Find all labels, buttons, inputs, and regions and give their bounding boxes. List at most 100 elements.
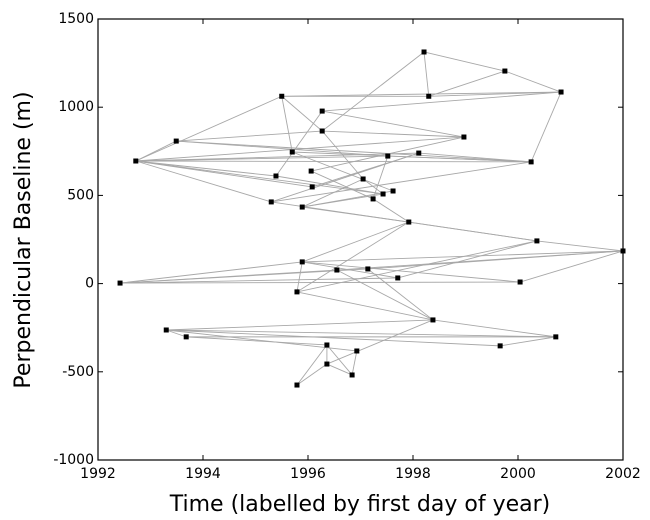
acquisition-point: [553, 334, 559, 340]
acquisition-point: [299, 259, 305, 265]
acquisition-point: [324, 342, 330, 348]
baseline-edge: [312, 152, 419, 188]
acquisition-point: [395, 275, 401, 281]
acquisition-point: [294, 289, 300, 295]
baseline-edge: [302, 193, 384, 208]
baseline-edge: [275, 110, 323, 177]
acquisition-point: [517, 279, 523, 285]
baseline-edge: [296, 363, 328, 386]
baseline-edge: [135, 95, 282, 162]
baseline-edge: [310, 170, 374, 200]
baseline-edge: [322, 110, 465, 138]
baseline-edge: [296, 240, 537, 293]
baseline-edge: [302, 178, 364, 208]
acquisition-point: [334, 267, 340, 273]
acquisition-point: [354, 348, 360, 354]
acquisition-point: [558, 89, 564, 95]
acquisition-point: [430, 317, 436, 323]
baseline-edge: [302, 206, 409, 223]
baseline-edge: [423, 51, 430, 97]
baseline-edge: [432, 319, 556, 338]
y-tick-label: 0: [85, 276, 94, 292]
acquisition-point: [117, 280, 123, 286]
y-tick-label: 1000: [58, 99, 94, 115]
y-tick-label: 1500: [58, 11, 94, 27]
x-tick-label: 2002: [605, 466, 641, 482]
baseline-edge: [135, 160, 277, 177]
baseline-edge: [292, 151, 394, 192]
baseline-edge: [428, 70, 506, 97]
acquisition-point: [502, 68, 508, 74]
acquisition-point: [299, 204, 305, 210]
baseline-edge: [176, 140, 388, 157]
baseline-edge: [296, 291, 434, 321]
acquisition-point: [324, 361, 330, 367]
baseline-edge: [372, 155, 389, 200]
y-tick-label: -500: [62, 364, 94, 380]
baseline-edge: [530, 91, 562, 163]
baseline-edge: [336, 269, 434, 321]
acquisition-point: [183, 334, 189, 340]
baseline-edge: [176, 130, 323, 142]
baseline-edge: [322, 130, 464, 138]
acquisition-point: [406, 219, 412, 225]
baseline-edge: [351, 350, 358, 376]
baseline-edge: [326, 319, 434, 365]
x-tick-label: 1998: [395, 466, 431, 482]
baseline-edge: [166, 329, 501, 347]
baseline-edge: [536, 240, 624, 252]
x-axis-label: Time (labelled by first day of year): [169, 492, 551, 517]
acquisition-point: [461, 134, 467, 140]
acquisition-point: [308, 168, 314, 174]
baseline-edge: [362, 178, 384, 195]
baseline-edge: [302, 261, 398, 279]
acquisition-point: [279, 93, 285, 99]
acquisition-point: [426, 93, 432, 99]
baseline-edge: [275, 175, 384, 195]
baseline-edge: [166, 329, 187, 338]
acquisition-point: [173, 138, 179, 144]
acquisition-point: [370, 196, 376, 202]
acquisition-point: [319, 128, 325, 134]
baseline-edge: [397, 240, 538, 279]
acquisition-point: [133, 158, 139, 164]
acquisition-point: [528, 159, 534, 165]
plot-frame: [97, 18, 624, 461]
baseline-edge: [135, 140, 177, 162]
baseline-edge: [166, 319, 433, 331]
acquisition-point: [620, 248, 626, 254]
acquisition-point: [309, 184, 315, 190]
baseline-edge: [387, 155, 532, 163]
acquisition-point: [497, 343, 503, 349]
baseline-edge: [418, 152, 532, 163]
acquisition-point: [319, 108, 325, 114]
acquisition-point: [416, 150, 422, 156]
baseline-edge: [326, 363, 353, 376]
baseline-edge: [322, 91, 562, 112]
y-tick-label: 500: [67, 187, 94, 203]
baseline-edge: [135, 136, 464, 162]
y-tick-label: -1000: [53, 452, 94, 468]
acquisition-point: [294, 382, 300, 388]
baseline-edge: [372, 198, 410, 223]
baseline-edge: [120, 268, 368, 284]
baseline-edge: [326, 344, 353, 376]
baseline-edge: [296, 221, 410, 293]
x-tick-label: 2000: [500, 466, 536, 482]
baseline-edge: [423, 51, 505, 72]
baseline-edge: [176, 140, 532, 163]
acquisition-point: [163, 327, 169, 333]
baseline-edge: [321, 51, 425, 132]
baseline-edge: [408, 221, 537, 242]
acquisition-point: [273, 173, 279, 179]
x-tick-label: 1994: [185, 466, 221, 482]
baseline-edge: [120, 281, 521, 284]
y-axis-label: Perpendicular Baseline (m): [11, 91, 36, 388]
baseline-edge: [296, 344, 328, 386]
baseline-edge: [367, 250, 624, 270]
acquisition-point: [365, 266, 371, 272]
baseline-edge: [186, 336, 327, 346]
x-tick-label: 1992: [80, 466, 116, 482]
baseline-edge: [271, 161, 532, 203]
baseline-edge: [135, 160, 272, 203]
